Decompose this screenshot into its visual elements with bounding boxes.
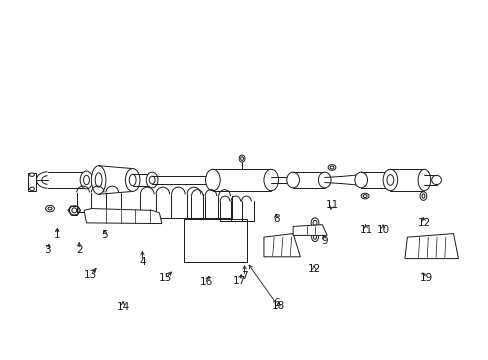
Ellipse shape (264, 169, 278, 191)
Text: 17: 17 (233, 276, 246, 286)
Ellipse shape (149, 176, 155, 184)
Text: 14: 14 (116, 302, 129, 312)
Text: 5: 5 (102, 230, 108, 240)
Text: 12: 12 (417, 218, 430, 228)
Ellipse shape (91, 166, 106, 194)
Text: 2: 2 (76, 245, 82, 255)
Text: 11: 11 (359, 225, 372, 235)
Ellipse shape (310, 218, 318, 228)
Ellipse shape (239, 155, 244, 162)
Ellipse shape (311, 233, 318, 242)
Text: 7: 7 (241, 271, 247, 282)
Ellipse shape (30, 173, 34, 176)
Ellipse shape (382, 169, 397, 191)
Text: 15: 15 (159, 273, 172, 283)
Ellipse shape (354, 172, 367, 188)
Ellipse shape (419, 192, 426, 201)
Ellipse shape (363, 195, 366, 198)
Ellipse shape (125, 168, 140, 192)
Text: 13: 13 (83, 270, 97, 280)
Text: 6: 6 (272, 298, 279, 308)
Text: 19: 19 (419, 273, 432, 283)
Ellipse shape (313, 235, 316, 239)
Ellipse shape (329, 166, 333, 169)
Polygon shape (292, 225, 326, 235)
Ellipse shape (45, 205, 54, 212)
Polygon shape (28, 173, 36, 191)
Ellipse shape (48, 207, 52, 210)
Ellipse shape (361, 193, 368, 199)
Polygon shape (404, 234, 458, 258)
Bar (183, 219, 246, 262)
Ellipse shape (129, 174, 136, 186)
Ellipse shape (95, 173, 102, 187)
Text: 18: 18 (271, 301, 285, 311)
Text: 9: 9 (321, 236, 327, 246)
Polygon shape (264, 234, 300, 257)
Ellipse shape (146, 172, 158, 188)
Ellipse shape (431, 175, 441, 185)
Ellipse shape (327, 165, 335, 170)
Text: 16: 16 (200, 277, 213, 287)
Ellipse shape (417, 169, 430, 191)
Ellipse shape (312, 220, 316, 225)
Ellipse shape (386, 175, 393, 185)
Ellipse shape (83, 175, 89, 185)
Ellipse shape (205, 169, 220, 191)
Ellipse shape (318, 172, 330, 188)
Ellipse shape (240, 157, 243, 160)
Text: 11: 11 (325, 200, 338, 210)
Ellipse shape (421, 194, 424, 198)
Text: 10: 10 (376, 225, 389, 235)
Polygon shape (84, 208, 162, 224)
Ellipse shape (69, 206, 79, 215)
Text: 4: 4 (139, 257, 145, 267)
Ellipse shape (72, 208, 77, 213)
Text: 12: 12 (307, 264, 320, 274)
Text: 8: 8 (272, 214, 279, 224)
Ellipse shape (30, 187, 34, 191)
Ellipse shape (80, 171, 93, 189)
Text: 3: 3 (44, 245, 51, 255)
Text: 1: 1 (54, 230, 61, 240)
Ellipse shape (286, 172, 299, 188)
